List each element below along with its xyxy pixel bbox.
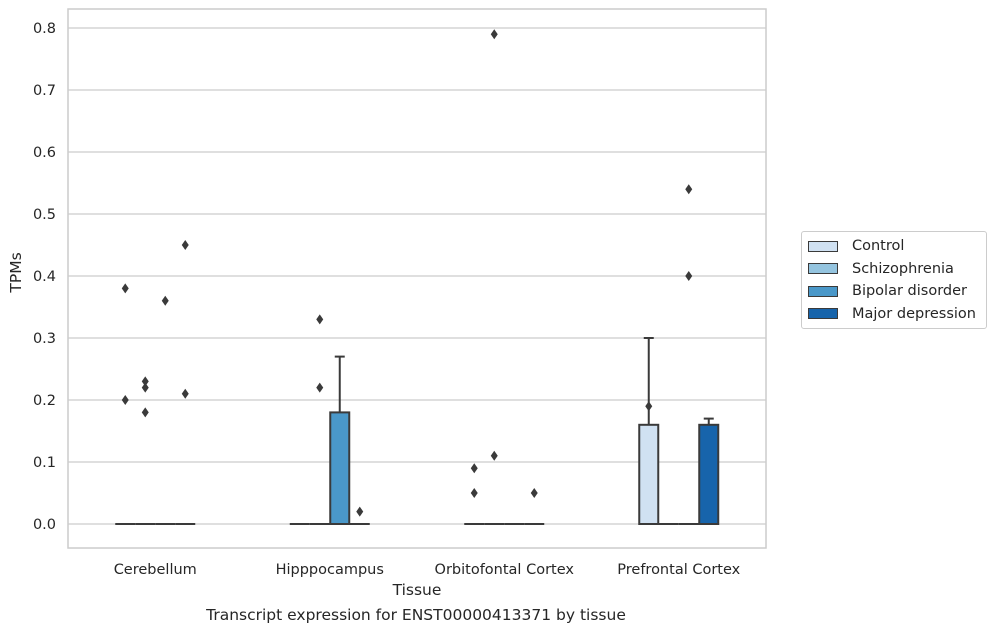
legend-swatch-major-depression	[808, 308, 838, 320]
outlier-point	[316, 382, 324, 393]
outlier-point	[181, 240, 189, 250]
legend-swatch-control	[808, 240, 838, 252]
box-control	[638, 423, 660, 525]
plot-frame	[67, 8, 767, 549]
outlier-point	[490, 29, 498, 40]
box-bipolar-disorder	[329, 411, 351, 525]
outlier-point	[685, 271, 693, 281]
outlier-point	[161, 295, 169, 306]
y-tick-label: 0.8	[33, 21, 56, 37]
legend-swatch-schizophrenia	[808, 263, 838, 275]
y-tick-label: 0.5	[33, 207, 56, 223]
y-tick-label: 0.7	[33, 83, 56, 99]
outlier-point	[141, 382, 149, 393]
outlier-point	[490, 450, 498, 461]
legend-label-schizophrenia: Schizophrenia	[852, 260, 954, 277]
x-axis-label: Tissue	[392, 581, 442, 599]
legend-label-bipolar-disorder: Bipolar disorder	[852, 283, 967, 300]
outlier-point	[470, 463, 478, 474]
y-tick-label: 0.1	[33, 455, 56, 471]
outlier-point	[645, 401, 653, 412]
x-tick-label: Hipppocampus	[276, 562, 384, 578]
legend: Control Schizophrenia Bipolar disorder M…	[801, 231, 987, 329]
y-axis-label: TPMs	[7, 252, 25, 293]
y-tick-label: 0.3	[33, 331, 56, 347]
legend-item-schizophrenia: Schizophrenia	[808, 258, 986, 281]
x-tick-label: Orbitofontal Cortex	[435, 562, 575, 578]
outlier-point	[121, 395, 129, 405]
outlier-point	[141, 376, 149, 387]
chart-caption: Transcript expression for ENST0000041337…	[206, 606, 626, 624]
outlier-point	[181, 388, 189, 399]
x-tick-label: Cerebellum	[114, 562, 197, 578]
outlier-point	[316, 314, 324, 325]
legend-item-control: Control	[808, 235, 986, 258]
outlier-point	[141, 407, 149, 418]
outlier-point	[121, 283, 129, 294]
outlier-point	[470, 488, 478, 498]
outlier-point	[356, 506, 364, 517]
legend-label-major-depression: Major depression	[852, 305, 976, 322]
box-major-depression	[698, 423, 720, 525]
legend-swatch-bipolar-disorder	[808, 285, 838, 297]
x-tick-label: Prefrontal Cortex	[617, 562, 740, 578]
y-tick-label: 0.0	[33, 517, 56, 533]
y-tick-label: 0.6	[33, 145, 56, 161]
legend-label-control: Control	[852, 238, 905, 255]
outlier-point	[530, 488, 538, 498]
legend-item-bipolar-disorder: Bipolar disorder	[808, 280, 986, 303]
y-tick-label: 0.4	[33, 269, 56, 285]
outlier-point	[685, 184, 693, 195]
legend-item-major-depression: Major depression	[808, 303, 986, 326]
y-tick-label: 0.2	[33, 393, 56, 409]
